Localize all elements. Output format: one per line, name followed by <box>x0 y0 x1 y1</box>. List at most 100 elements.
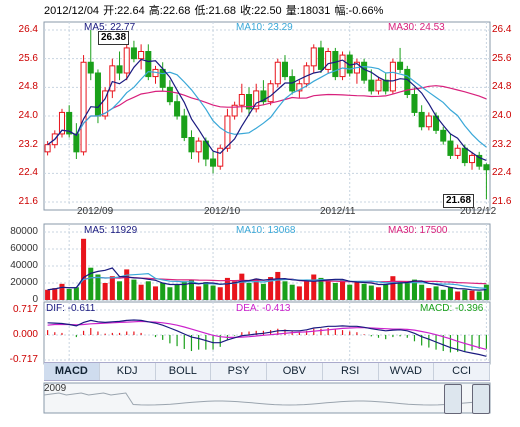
volume-bar <box>404 283 410 300</box>
volume-bar <box>311 274 317 300</box>
candle-body <box>310 47 317 67</box>
candle-body <box>361 61 368 81</box>
candle-body <box>454 147 461 156</box>
volume-bar <box>117 281 123 300</box>
candle-body <box>245 94 253 110</box>
volume-bar <box>81 238 87 300</box>
price-axis-left-tick: 24.0 <box>18 110 38 121</box>
volume-bar <box>375 287 382 300</box>
quote-change: 幅:-0.66% <box>334 5 384 17</box>
candle-body <box>123 47 130 74</box>
tab-rsi[interactable]: RSI <box>323 363 379 380</box>
candle-body <box>66 111 73 135</box>
date-axis-tick: 2012/11 <box>320 206 356 217</box>
volume-bar <box>196 286 202 300</box>
volume-bar <box>45 289 51 300</box>
tab-boll[interactable]: BOLL <box>156 363 212 380</box>
volume-bar <box>340 279 346 300</box>
candle-body <box>138 51 145 60</box>
volume-bar <box>145 281 151 300</box>
macd-dea-label: DEA: -0.413 <box>236 303 291 314</box>
price-axis-right-tick: 24.0 <box>492 110 512 121</box>
volume-ma10-label: MA10: 13068 <box>236 225 296 236</box>
volume-bar <box>160 283 166 300</box>
volume-bar <box>426 288 432 300</box>
volume-axis-tick: 20000 <box>10 277 38 288</box>
tab-cci[interactable]: CCI <box>434 363 490 380</box>
candle-body <box>174 101 181 117</box>
price-panel <box>43 21 491 211</box>
price-ma30-line <box>47 85 487 146</box>
volume-bar <box>268 277 274 300</box>
volume-bar <box>246 283 252 300</box>
price-ma5-line <box>47 58 487 161</box>
volume-axis-tick: 0 <box>32 294 38 305</box>
volume-bar <box>131 279 137 300</box>
volume-bar <box>124 269 130 300</box>
volume-bar <box>433 286 439 300</box>
volume-bar <box>52 288 58 300</box>
tab-kdj[interactable]: KDJ <box>100 363 156 380</box>
candle-body <box>483 164 490 171</box>
price-ma10-line <box>47 65 487 148</box>
volume-ma30-label: MA30: 17500 <box>388 225 448 236</box>
tab-wvad[interactable]: WVAD <box>379 363 435 380</box>
volume-bar <box>188 279 194 300</box>
quote-header: 2012/12/04 开:22.64 高:22.68 低:21.68 收:22.… <box>44 2 384 18</box>
candle-body <box>210 158 217 167</box>
volume-ma5-label: MA5: 11929 <box>84 225 138 236</box>
volume-bar <box>476 291 482 300</box>
tab-obv[interactable]: OBV <box>267 363 323 380</box>
candle-body <box>382 79 389 92</box>
volume-bar <box>260 283 266 300</box>
price-axis-left-tick: 21.6 <box>18 196 38 207</box>
candle-body <box>130 47 137 60</box>
tab-psy[interactable]: PSY <box>211 363 267 380</box>
macd-dif-line <box>47 319 487 357</box>
candle-body <box>217 147 224 167</box>
volume-bar <box>210 285 216 300</box>
quote-date: 2012/12/04 <box>44 5 100 17</box>
volume-axis-tick: 60000 <box>10 243 38 254</box>
candle-body <box>231 104 238 117</box>
candle-body <box>159 68 166 88</box>
candle-body <box>102 90 109 117</box>
volume-bar <box>289 284 295 300</box>
volume-bar <box>325 281 331 300</box>
volume-axis-tick: 80000 <box>10 226 38 237</box>
volume-bar <box>224 277 230 300</box>
candle-body <box>289 76 296 92</box>
candle-body <box>281 61 289 78</box>
volume-bar <box>203 282 209 300</box>
candle-body <box>44 144 51 153</box>
candle-body <box>425 115 432 128</box>
date-axis-tick: 2012/12 <box>460 206 497 217</box>
volume-bar <box>253 278 259 300</box>
price-axis-right-tick: 24.8 <box>492 81 512 93</box>
candle-body <box>166 86 173 103</box>
price-ma5-label: MA5: 22.77 <box>84 22 136 33</box>
tab-macd[interactable]: MACD <box>44 363 100 380</box>
overview-right-handle[interactable] <box>472 384 490 414</box>
macd-value-label: MACD: -0.396 <box>420 303 484 314</box>
candle-body <box>411 94 418 113</box>
volume-bar <box>152 286 159 300</box>
volume-bar <box>419 284 425 300</box>
price-axis-left-tick: 26.4 <box>18 24 38 35</box>
candle-body <box>94 72 101 117</box>
overview-left-handle[interactable] <box>444 384 462 414</box>
volume-bar <box>347 284 353 300</box>
price-ma10-label: MA10: 23.29 <box>236 22 293 33</box>
candle-body <box>476 154 483 167</box>
candle-body <box>87 61 94 74</box>
price-axis-right-tick: 26.4 <box>492 24 512 35</box>
indicator-tabs: MACD KDJ BOLL PSY OBV RSI WVAD CCI <box>44 362 490 381</box>
volume-ma5-line <box>47 267 487 291</box>
candle-body <box>267 83 274 103</box>
volume-bar <box>397 281 403 300</box>
volume-bar <box>66 288 72 300</box>
volume-bar <box>232 281 238 300</box>
quote-low: 低:21.68 <box>194 5 237 17</box>
date-axis-tick: 2012/10 <box>204 206 241 217</box>
